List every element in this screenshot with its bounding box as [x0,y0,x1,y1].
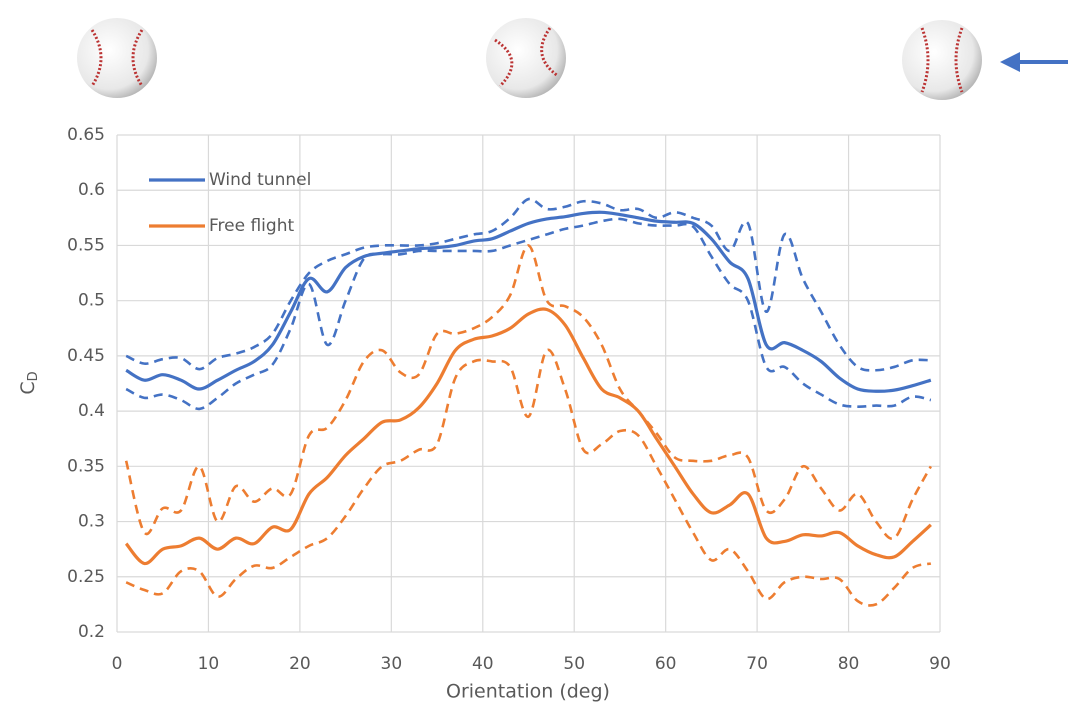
x-tick-label: 40 [472,654,494,674]
range-line [125,197,931,372]
y-tick-label: 0.2 [78,622,105,642]
series-line [125,210,932,393]
y-tick-label: 0.35 [67,456,105,476]
x-tick-label: 60 [655,654,677,674]
x-tick-label: 70 [746,654,768,674]
baseball-icon [77,18,157,98]
range-line [125,348,932,607]
y-tick-label: 0.6 [78,180,105,200]
x-tick-label: 80 [838,654,860,674]
x-axis-title: Orientation (deg) [446,681,610,703]
x-tick-label: 0 [112,654,123,674]
arrow [1000,52,1068,72]
x-tick-label: 90 [929,654,951,674]
y-axis-title: CD [17,371,41,394]
baseball-icon [486,18,566,98]
y-tick-label: 0.65 [67,125,105,145]
x-tick-label: 20 [289,654,311,674]
y-axis-title-subscript: D [26,371,41,381]
y-tick-label: 0.45 [67,346,105,366]
baseball-icon [902,20,982,100]
y-tick-label: 0.55 [67,235,105,255]
x-tick-label: 10 [198,654,220,674]
x-tick-label: 30 [381,654,403,674]
x-tick-label: 50 [563,654,585,674]
y-tick-label: 0.4 [78,401,105,421]
range-line [124,244,932,541]
y-tick-label: 0.25 [67,567,105,587]
range-line [125,217,932,411]
y-axis-title-main: C [17,381,39,394]
y-tick-label: 0.5 [78,291,105,311]
y-tick-label: 0.3 [78,512,105,532]
series-line [124,307,932,566]
legend-label: Free flight [209,216,294,236]
legend-label: Wind tunnel [209,170,311,190]
